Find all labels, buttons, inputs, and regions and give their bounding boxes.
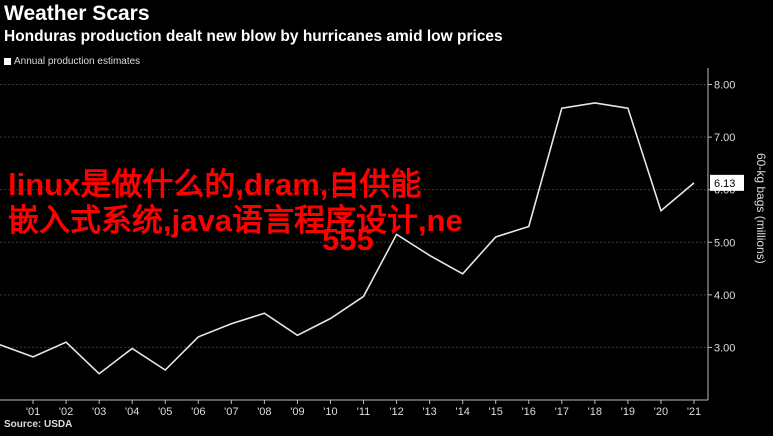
y-tick-label: 7.00 bbox=[714, 132, 735, 144]
y-tick-label: 5.00 bbox=[714, 237, 735, 249]
y-tick-label: 4.00 bbox=[714, 290, 735, 302]
x-tick-label: '09 bbox=[290, 406, 304, 418]
legend-swatch bbox=[4, 58, 11, 65]
x-tick-label: '03 bbox=[92, 406, 106, 418]
chart-subtitle: Honduras production dealt new blow by hu… bbox=[4, 28, 503, 45]
y-axis-label: 60-kg bags (millions) bbox=[754, 153, 768, 264]
x-tick-label: '08 bbox=[257, 406, 271, 418]
x-tick-label: '14 bbox=[455, 406, 469, 418]
x-tick-label: '17 bbox=[555, 406, 569, 418]
x-tick-label: '12 bbox=[389, 406, 403, 418]
x-tick-label: '18 bbox=[588, 406, 602, 418]
y-tick-label: 8.00 bbox=[714, 80, 735, 92]
last-value-label: 6.13 bbox=[714, 178, 735, 190]
x-tick-label: '10 bbox=[323, 406, 337, 418]
source-note: Source: USDA bbox=[4, 419, 73, 430]
y-tick-label: 3.00 bbox=[714, 342, 735, 354]
x-tick-label: '20 bbox=[654, 406, 668, 418]
x-tick-label: '16 bbox=[522, 406, 536, 418]
last-value-badge bbox=[710, 174, 744, 191]
x-tick-label: '06 bbox=[191, 406, 205, 418]
x-tick-label: '07 bbox=[224, 406, 238, 418]
x-tick-label: '21 bbox=[687, 406, 701, 418]
legend-label: Annual production estimates bbox=[14, 56, 141, 67]
x-tick-label: '02 bbox=[59, 406, 73, 418]
x-tick-label: '05 bbox=[158, 406, 172, 418]
x-tick-label: '19 bbox=[621, 406, 635, 418]
x-tick-label: '11 bbox=[357, 406, 371, 418]
x-tick-label: '04 bbox=[125, 406, 139, 418]
x-tick-label: '13 bbox=[422, 406, 436, 418]
x-tick-label: '15 bbox=[489, 406, 503, 418]
x-tick-label: '01 bbox=[26, 406, 40, 418]
chart-legend: Annual production estimates bbox=[4, 56, 140, 67]
series-line bbox=[0, 102, 695, 375]
chart-title: Weather Scars bbox=[4, 2, 150, 25]
